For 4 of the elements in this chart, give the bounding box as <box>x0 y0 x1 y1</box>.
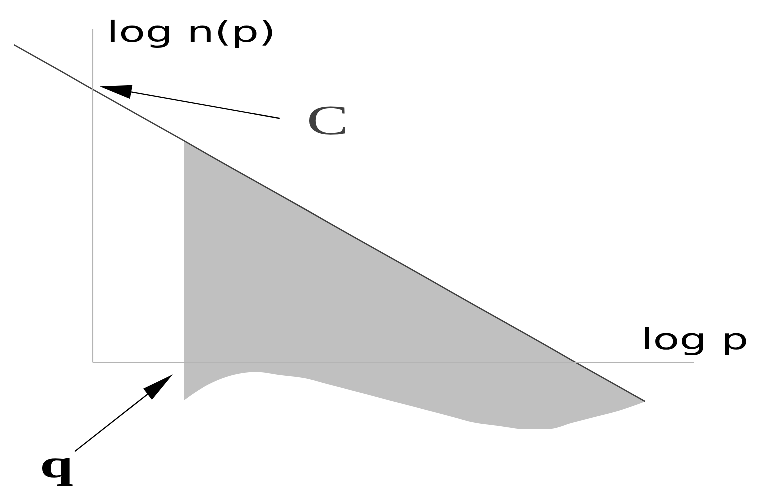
y-axis-title: log n(p) <box>106 15 276 50</box>
x-axis-title: log p <box>641 322 749 357</box>
text: q <box>40 443 74 488</box>
series-label: C <box>306 96 349 144</box>
